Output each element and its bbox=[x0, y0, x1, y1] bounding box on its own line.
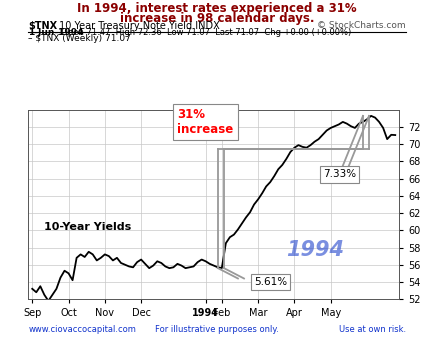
Text: 5.61%: 5.61% bbox=[254, 277, 287, 287]
Text: increase in 98 calendar days.: increase in 98 calendar days. bbox=[120, 12, 314, 25]
Text: 7.33%: 7.33% bbox=[322, 169, 356, 179]
Text: Use at own risk.: Use at own risk. bbox=[339, 325, 406, 334]
Text: 10 Year Treasury Note Yield INDX: 10 Year Treasury Note Yield INDX bbox=[56, 21, 219, 31]
Text: – $TNX (Weekly) 71.07: – $TNX (Weekly) 71.07 bbox=[28, 34, 131, 44]
Text: In 1994, interest rates experienced a 31%: In 1994, interest rates experienced a 31… bbox=[77, 2, 357, 15]
Text: 31%
increase: 31% increase bbox=[178, 108, 233, 136]
Text: 1-Jun-1994: 1-Jun-1994 bbox=[28, 28, 84, 37]
Text: For illustrative purposes only.: For illustrative purposes only. bbox=[155, 325, 279, 334]
Text: 10-Year Yields: 10-Year Yields bbox=[44, 222, 132, 232]
Text: © StockCharts.com: © StockCharts.com bbox=[317, 21, 406, 30]
Text: Open 71.47  High 72.36  Low 71.07  Last 71.07  Chg +0.00 (+0.00%) –: Open 71.47 High 72.36 Low 71.07 Last 71.… bbox=[56, 28, 358, 37]
Text: $TNX: $TNX bbox=[28, 21, 57, 31]
Text: www.ciovaccocapital.com: www.ciovaccocapital.com bbox=[28, 325, 136, 334]
Text: 1994: 1994 bbox=[286, 240, 344, 260]
